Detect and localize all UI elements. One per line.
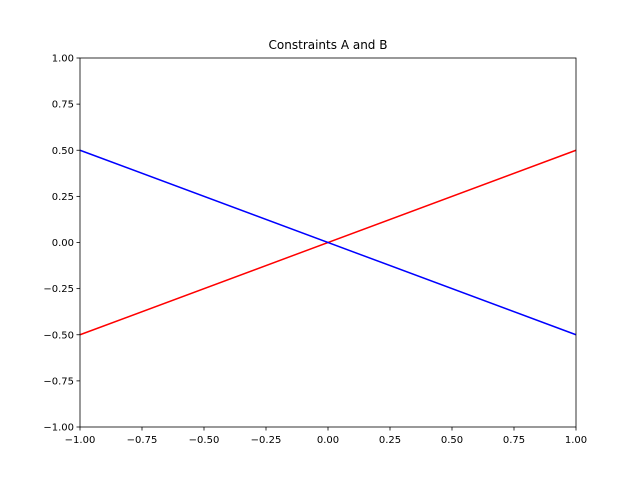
x-tick-label: −1.00 bbox=[65, 435, 96, 446]
x-tick-label: 0.50 bbox=[441, 435, 463, 446]
x-tick-label: −0.75 bbox=[127, 435, 158, 446]
y-tick-label: −0.75 bbox=[43, 376, 74, 387]
series-line-2 bbox=[79, 149, 577, 336]
x-tick-label: −0.25 bbox=[251, 435, 282, 446]
y-tick-label: −1.00 bbox=[43, 423, 74, 434]
y-tick-label: −0.50 bbox=[43, 330, 74, 341]
x-tick-label: 0.75 bbox=[503, 435, 525, 446]
axes-layer: −1.00 −0.75 −0.50 −0.25 0.00 0.25 0.50 0.75 1.00… bbox=[43, 54, 587, 447]
x-tick-label: 0.25 bbox=[379, 435, 401, 446]
chart-title: Constraints A and B bbox=[269, 38, 388, 52]
y-tick-label: 0.75 bbox=[52, 100, 74, 111]
y-tick-label: 0.25 bbox=[52, 192, 74, 203]
x-tick-label: 0.00 bbox=[317, 435, 339, 446]
x-tick-label: −0.50 bbox=[189, 435, 220, 446]
x-tick-label: 1.00 bbox=[565, 435, 587, 446]
y-tick-label: −0.25 bbox=[43, 284, 74, 295]
y-tick-label: 1.00 bbox=[52, 54, 74, 65]
y-tick-label: 0.00 bbox=[52, 238, 74, 249]
series-layer bbox=[79, 149, 577, 336]
y-tick-label: 0.50 bbox=[52, 146, 74, 157]
